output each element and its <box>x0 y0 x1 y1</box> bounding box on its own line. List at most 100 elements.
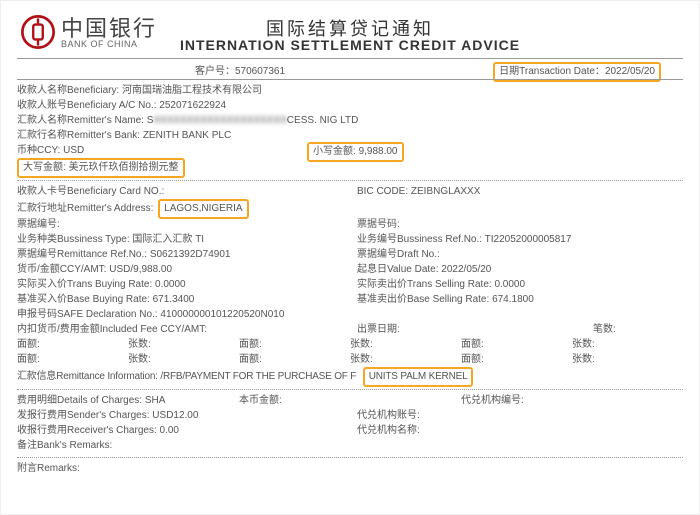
beneficiary-label: 收款人名称Beneficiary: <box>17 85 119 96</box>
remit-info-row: 汇款信息Remittance Information: /RFB/PAYMENT… <box>17 367 683 385</box>
bussiness-ref-value: TI22052000005817 <box>485 234 572 245</box>
amount-small-wrap: 小写金额: 9,988.00 <box>307 142 404 162</box>
trans-buy-label: 实际买入价Trans Buying Rate: <box>17 279 152 290</box>
remitter-addr-value: LAGOS,NIGERIA <box>164 203 242 214</box>
base-sell-value: 674.1800 <box>492 294 534 305</box>
receiver-charges-label: 收报行费用Receiver's Charges: <box>17 425 157 436</box>
remitter-addr-row: 汇款行地址Remitter's Address: LAGOS,NIGERIA <box>17 199 683 217</box>
sheets-1b: 张数: <box>350 339 373 350</box>
safe-decl-row: 申报号码SAFE Declaration No.: 41000000010122… <box>17 307 683 322</box>
draft-no-label: 票据编号Draft No.: <box>357 249 440 260</box>
amount-small-value: 9,988.00 <box>359 146 398 157</box>
value-date-value: 2022/05/20 <box>441 264 491 275</box>
beneficiary-ac-value: 252071622924 <box>159 100 226 111</box>
denom-1a: 面额: <box>17 339 40 350</box>
header-rule <box>17 58 683 59</box>
ccy-value: USD <box>63 145 84 156</box>
top-rule <box>17 79 683 80</box>
voucher-code-label: 票据号码: <box>357 219 400 230</box>
remitter-addr-highlight: LAGOS,NIGERIA <box>158 199 248 219</box>
remitter-bank-value: ZENITH BANK PLC <box>143 130 231 141</box>
amount-big-label: 大写金额: <box>23 162 66 173</box>
remittance-ref-value: S0621392D74901 <box>150 249 231 260</box>
sender-charges-row: 发报行费用Sender's Charges: USD12.00 代兑机构账号: <box>17 408 683 423</box>
ccy-amt-row: 货币/金额CCY/AMT: USD/9,988.00 起息日Value Date… <box>17 262 683 277</box>
divider-1 <box>17 180 683 181</box>
remarks-row: 附言Remarks: <box>17 461 683 476</box>
remarks-label: 附言Remarks: <box>17 463 80 474</box>
sender-charges-label: 发报行费用Sender's Charges: <box>17 410 150 421</box>
amount-small-label: 小写金额: <box>313 146 356 157</box>
sheets-2a: 张数: <box>128 354 151 365</box>
transaction-date-label: 日期Transaction Date： <box>499 66 605 77</box>
base-buy-label: 基准买入价Base Buying Rate: <box>17 294 150 305</box>
customer-no-label: 客户号： <box>195 66 235 77</box>
agent-name-label: 代兑机构名称: <box>357 425 420 436</box>
beneficiary-ac-label: 收款人账号Beneficiary A/C No.: <box>17 100 156 111</box>
bank-remarks-label: 备注Bank's Remarks: <box>17 440 112 451</box>
amount-small-highlight: 小写金额: 9,988.00 <box>307 142 404 162</box>
sheets-1a: 张数: <box>128 339 151 350</box>
denom-row-1: 面额: 张数: 面额: 张数: 面额: 张数: <box>17 337 683 352</box>
bank-remarks-row: 备注Bank's Remarks: <box>17 438 683 453</box>
sheets-2c: 张数: <box>572 354 595 365</box>
body: 收款人名称Beneficiary: 河南国瑞油脂工程技术有限公司 收款人账号Be… <box>17 79 683 476</box>
beneficiary-value: 河南国瑞油脂工程技术有限公司 <box>122 85 262 96</box>
remit-info-hl-text: UNITS PALM KERNEL <box>369 371 468 382</box>
remitter-bank-row: 汇款行名称Remitter's Bank: ZENITH BANK PLC <box>17 128 683 143</box>
bic-label: BIC CODE: <box>357 186 408 197</box>
divider-3 <box>17 457 683 458</box>
details-charges-value: SHA <box>145 395 166 406</box>
count-label: 笔数: <box>593 324 616 335</box>
base-sell-label: 基准卖出价Base Selling Rate: <box>357 294 489 305</box>
document: 中国银行 BANK OF CHINA 国际结算贷记通知 INTERNATION … <box>0 0 700 515</box>
ccy-label: 币种CCY: <box>17 145 60 156</box>
bussiness-type-row: 业务种类Bussiness Type: 国际汇入汇款 TI 业务编号Bussin… <box>17 232 683 247</box>
denom-2a: 面额: <box>17 354 40 365</box>
safe-decl-label: 申报号码SAFE Declaration No.: <box>17 309 158 320</box>
charges-row: 费用明细Details of Charges: SHA 本币金额: 代兑机构编号… <box>17 393 683 408</box>
trans-sell-label: 实际卖出价Trans Selling Rate: <box>357 279 492 290</box>
included-fee-label: 内扣货币/费用金额Included Fee CCY/AMT: <box>17 324 207 335</box>
denom-2c: 面额: <box>461 354 484 365</box>
amount-big-highlight: 大写金额: 美元玖仟玖佰捌拾捌元整 <box>17 158 185 178</box>
issue-date-label: 出票日期: <box>357 324 400 335</box>
divider-2 <box>17 389 683 390</box>
receiver-charges-row: 收报行费用Receiver's Charges: 0.00 代兑机构名称: <box>17 423 683 438</box>
safe-decl-value: 410000000101220520N010 <box>160 309 284 320</box>
bic-value: ZEIBNGLAXXX <box>411 186 480 197</box>
voucher-row: 票据编号: 票据号码: <box>17 217 683 232</box>
voucher-no-label: 票据编号: <box>17 219 60 230</box>
ccy-amt-label: 货币/金额CCY/AMT: <box>17 264 106 275</box>
remit-info-prefix: /RFB/PAYMENT FOR THE PURCHASE OF F <box>160 371 356 382</box>
customer-no-value: 570607361 <box>235 66 285 77</box>
beneficiary-card-label: 收款人卡号Beneficiary Card NO.: <box>17 186 164 197</box>
trans-sell-value: 0.0000 <box>494 279 525 290</box>
remittance-ref-label: 票据编号Remittance Ref.No.: <box>17 249 147 260</box>
agent-acct-label: 代兑机构账号: <box>357 410 420 421</box>
remittance-ref-row: 票据编号Remittance Ref.No.: S0621392D74901 票… <box>17 247 683 262</box>
remitter-name-row: 汇款人名称Remitter's Name: SXXXXXXXXXXXXXXXXX… <box>17 113 683 128</box>
receiver-charges-value: 0.00 <box>160 425 179 436</box>
value-date-label: 起息日Value Date: <box>357 264 439 275</box>
denom-1c: 面额: <box>461 339 484 350</box>
beneficiary-ac-row: 收款人账号Beneficiary A/C No.: 252071622924 <box>17 98 683 113</box>
denom-2b: 面额: <box>239 354 262 365</box>
included-fee-row: 内扣货币/费用金额Included Fee CCY/AMT: 出票日期: 笔数: <box>17 322 683 337</box>
ccy-amount-row: 币种CCY: USD 小写金额: 9,988.00 <box>17 143 683 158</box>
sender-charges-value: USD12.00 <box>152 410 198 421</box>
bussiness-type-value: 国际汇入汇款 TI <box>132 234 204 245</box>
sheets-2b: 张数: <box>350 354 373 365</box>
local-amount-label: 本币金额: <box>239 395 282 406</box>
trans-buy-value: 0.0000 <box>155 279 186 290</box>
card-bic-row: 收款人卡号Beneficiary Card NO.: BIC CODE: ZEI… <box>17 184 683 199</box>
remitter-name-redacted: XXXXXXXXXXXXXXXXXXXX <box>153 115 286 126</box>
remitter-name-suffix: CESS. NIG LTD <box>287 115 359 126</box>
ccy-amt-value: USD/9,988.00 <box>109 264 172 275</box>
details-charges-label: 费用明细Details of Charges: <box>17 395 142 406</box>
beneficiary-row: 收款人名称Beneficiary: 河南国瑞油脂工程技术有限公司 <box>17 83 683 98</box>
denom-1b: 面额: <box>239 339 262 350</box>
agent-code-label: 代兑机构编号: <box>461 395 524 406</box>
base-rate-row: 基准买入价Base Buying Rate: 671.3400 基准卖出价Bas… <box>17 292 683 307</box>
remit-info-highlight: UNITS PALM KERNEL <box>363 367 474 387</box>
